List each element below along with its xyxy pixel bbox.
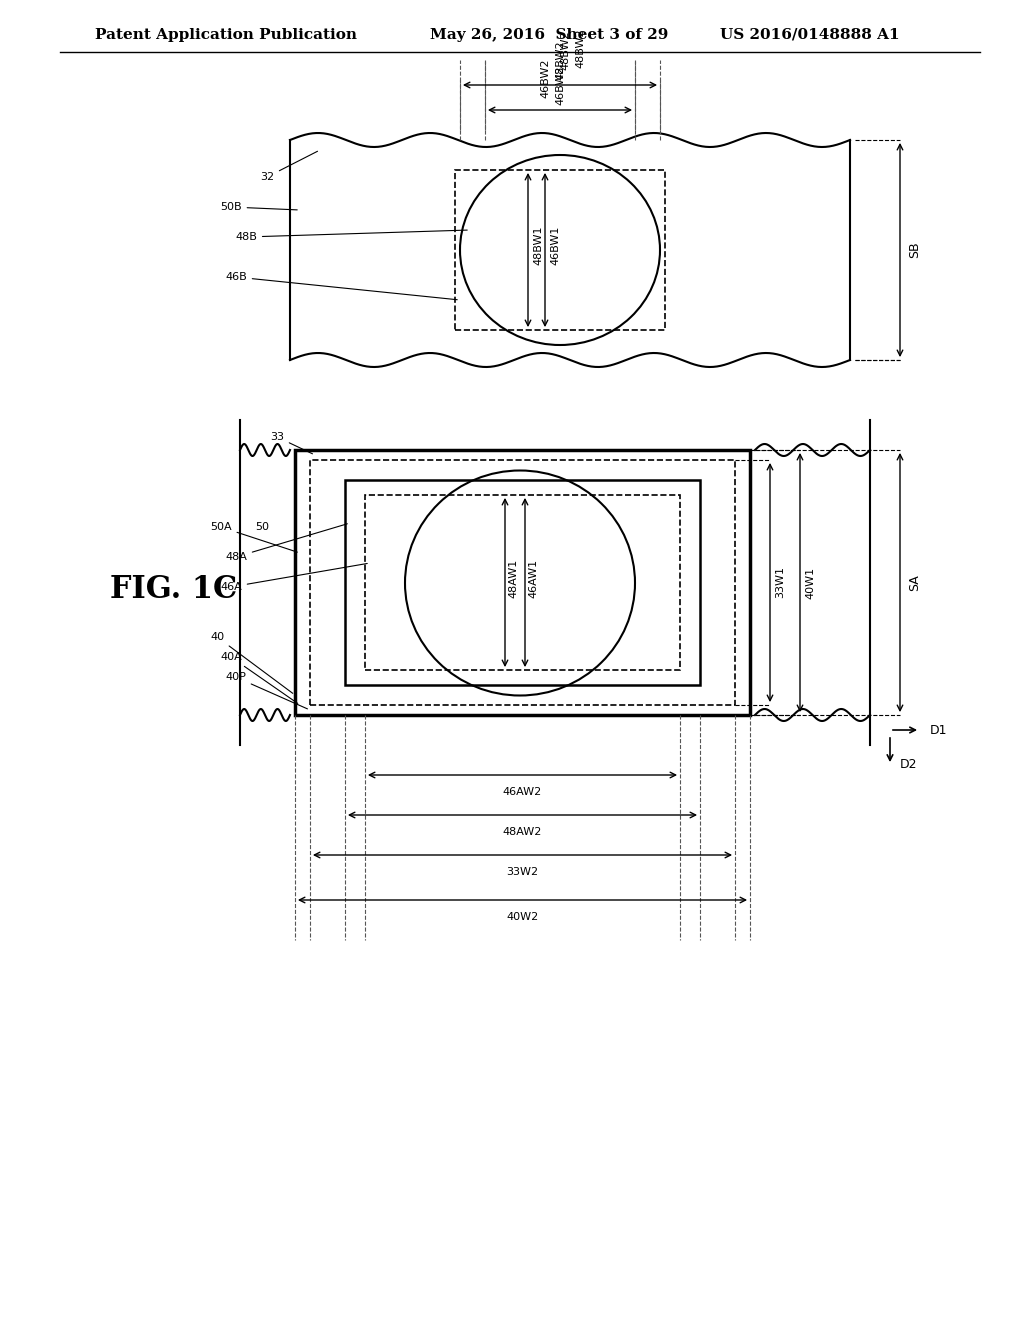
Text: 48BW2: 48BW2 [560, 30, 570, 70]
Text: 46BW2: 46BW2 [555, 66, 565, 106]
Text: 32: 32 [260, 152, 317, 182]
Text: FIG. 1C: FIG. 1C [110, 574, 238, 606]
Text: 46AW2: 46AW2 [503, 787, 542, 797]
Text: US 2016/0148888 A1: US 2016/0148888 A1 [720, 28, 900, 42]
Text: 48BW2: 48BW2 [555, 41, 565, 81]
Text: 40A: 40A [220, 652, 298, 704]
Text: D1: D1 [930, 723, 947, 737]
Text: 46AW1: 46AW1 [528, 558, 538, 598]
Text: 46BW1: 46BW1 [550, 226, 560, 265]
Text: D2: D2 [900, 759, 918, 771]
Text: 48BW2: 48BW2 [575, 28, 585, 69]
Text: 50B: 50B [220, 202, 297, 213]
Text: 40P: 40P [225, 672, 307, 709]
Text: 46B: 46B [225, 272, 458, 300]
Text: 50A: 50A [210, 521, 297, 552]
Text: 48AW2: 48AW2 [503, 828, 542, 837]
Text: Patent Application Publication: Patent Application Publication [95, 28, 357, 42]
Text: SA: SA [908, 574, 921, 591]
Text: 40W1: 40W1 [805, 566, 815, 598]
Text: May 26, 2016  Sheet 3 of 29: May 26, 2016 Sheet 3 of 29 [430, 28, 669, 42]
Text: 48AW1: 48AW1 [508, 558, 518, 598]
Text: 46A: 46A [220, 564, 368, 591]
Text: 40W2: 40W2 [507, 912, 539, 921]
Text: 50: 50 [255, 521, 269, 532]
Text: 33W1: 33W1 [775, 566, 785, 598]
Text: 48A: 48A [225, 524, 347, 562]
Text: 40: 40 [210, 632, 293, 693]
Text: 46BW2: 46BW2 [540, 58, 550, 98]
Text: 48BW1: 48BW1 [534, 226, 543, 265]
Text: 48B: 48B [234, 230, 467, 242]
Text: SB: SB [908, 242, 921, 259]
Text: 33: 33 [270, 432, 312, 454]
Text: 33W2: 33W2 [507, 867, 539, 876]
